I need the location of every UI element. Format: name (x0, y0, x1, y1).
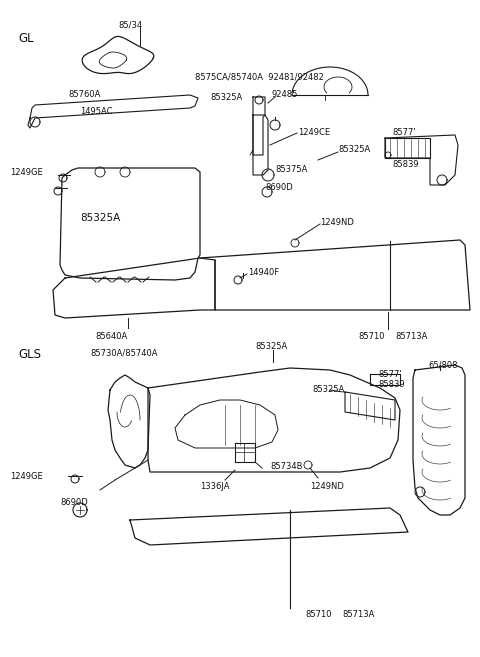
Text: 85710: 85710 (305, 610, 332, 619)
Text: 65/808: 65/808 (428, 360, 457, 369)
Text: 85713A: 85713A (395, 332, 427, 341)
Text: 14940F: 14940F (248, 268, 279, 277)
Text: 8577': 8577' (378, 370, 402, 379)
Text: 1249GE: 1249GE (10, 168, 43, 177)
Text: 1249ND: 1249ND (320, 218, 354, 227)
Text: 92485: 92485 (272, 90, 299, 99)
Text: 8690D: 8690D (60, 498, 88, 507)
Text: 85325A: 85325A (210, 93, 242, 102)
Text: 85730A/85740A: 85730A/85740A (90, 348, 157, 357)
Text: GLS: GLS (18, 348, 41, 361)
Text: 8575CA/85740A  92481/92482: 8575CA/85740A 92481/92482 (195, 72, 324, 81)
Text: 85/34: 85/34 (118, 20, 142, 29)
Text: 85325A: 85325A (255, 342, 287, 351)
Text: 1336JA: 1336JA (200, 482, 229, 491)
Text: 85375A: 85375A (275, 165, 307, 174)
Text: 1249CE: 1249CE (298, 128, 330, 137)
Text: 85325A: 85325A (80, 213, 120, 223)
Text: 8577': 8577' (392, 128, 416, 137)
Text: 1249ND: 1249ND (310, 482, 344, 491)
Text: 85839: 85839 (392, 160, 419, 169)
Text: 1249GE: 1249GE (10, 472, 43, 481)
Text: 1495AC: 1495AC (80, 107, 112, 116)
Text: GL: GL (18, 32, 34, 45)
Text: 85710: 85710 (358, 332, 384, 341)
Text: 85325A: 85325A (338, 145, 370, 154)
Text: 8690D: 8690D (265, 183, 293, 192)
Text: 85713A: 85713A (342, 610, 374, 619)
Text: 85734B: 85734B (270, 462, 302, 471)
Text: 85760A: 85760A (68, 90, 100, 99)
Text: 85325A: 85325A (312, 385, 344, 394)
Text: 85839: 85839 (378, 380, 405, 389)
Text: 85640A: 85640A (95, 332, 127, 341)
